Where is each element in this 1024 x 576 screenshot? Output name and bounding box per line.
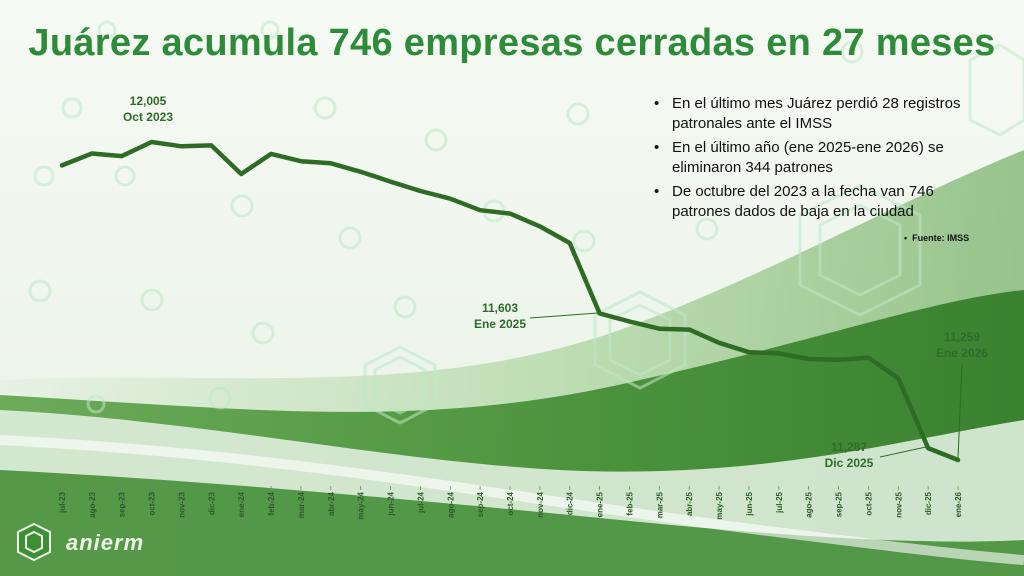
x-tick-label: jun-25 [745, 491, 754, 516]
x-tick-label: sep-25 [835, 491, 844, 517]
x-tick-label: dic-23 [207, 491, 216, 515]
data-point [866, 356, 870, 360]
data-point [269, 152, 273, 156]
data-point [478, 208, 482, 212]
x-tick-label: ene-26 [954, 491, 963, 517]
annotation-ene-2025-label: Ene 2025 [474, 317, 526, 331]
x-tick-label: jul-23 [58, 491, 67, 513]
annotation-ene-2026-label: Ene 2026 [936, 346, 988, 360]
x-tick-label: abr-24 [327, 491, 336, 516]
data-point [418, 189, 422, 193]
source-label: Fuente: IMSS [912, 233, 970, 243]
x-tick-label: feb-25 [625, 491, 634, 515]
key-facts-list: En el último mes Juárez perdió 28 regist… [650, 94, 995, 226]
data-point [687, 328, 691, 332]
x-tick-label: oct-25 [864, 491, 873, 515]
data-point [896, 376, 900, 380]
annotation-oct-2023-value: 12,005 [130, 94, 167, 108]
x-tick-label: jul-25 [775, 491, 784, 513]
data-point [538, 224, 542, 228]
x-tick-label: jun-24 [387, 491, 396, 516]
data-point [568, 241, 572, 245]
x-tick-label: ago-23 [88, 491, 97, 517]
x-tick-label: abr-25 [685, 491, 694, 516]
x-tick-label: may-25 [715, 491, 724, 519]
x-tick-label: feb-24 [267, 491, 276, 515]
data-point [179, 144, 183, 148]
data-point [837, 358, 841, 362]
annotation-leader-ene-2025 [529, 312, 599, 319]
annotation-dic-2025-label: Dic 2025 [825, 456, 874, 470]
key-fact-item: En el último año (ene 2025-ene 2026) se … [650, 138, 995, 178]
logo-wordmark: anierm [66, 530, 145, 555]
x-tick-label: may-24 [357, 491, 366, 519]
x-tick-label: oct-24 [506, 491, 515, 515]
annotation-leader-ene-2026 [957, 363, 963, 459]
data-point [299, 159, 303, 163]
x-tick-label: nov-24 [536, 491, 545, 517]
data-point [389, 180, 393, 184]
data-point [209, 143, 213, 147]
key-fact-item: De octubre del 2023 a la fecha van 746 p… [650, 182, 995, 222]
x-tick-label: dic-24 [566, 491, 575, 515]
data-point [508, 212, 512, 216]
x-tick-label: ago-25 [805, 491, 814, 517]
data-point [90, 152, 94, 156]
data-point [598, 311, 602, 315]
page-title: Juárez acumula 746 empresas cerradas en … [28, 22, 996, 64]
data-point [717, 341, 721, 345]
data-point [329, 161, 333, 165]
data-point [956, 458, 960, 462]
x-tick-label: mar-24 [297, 491, 306, 518]
x-tick-label: sep-24 [476, 491, 485, 517]
data-point [359, 170, 363, 174]
annotation-oct-2023-label: Oct 2023 [123, 110, 173, 124]
data-point [926, 446, 930, 450]
data-point [627, 319, 631, 323]
data-point [807, 357, 811, 361]
data-point [777, 351, 781, 355]
x-tick-label: oct-23 [148, 491, 157, 515]
annotation-dic-2025-value: 11,287 [831, 440, 867, 454]
annotation-leader-dic-2025 [879, 446, 927, 458]
x-tick-label: dic-25 [924, 491, 933, 515]
annotation-ene-2025-value: 11,603 [482, 301, 518, 315]
x-tick-label: sep-23 [118, 491, 127, 517]
data-point [120, 154, 124, 158]
data-point [747, 350, 751, 354]
annotation-ene-2026-value: 11,259 [944, 330, 980, 344]
x-tick-label: mar-25 [655, 491, 664, 518]
x-tick-label: nov-23 [177, 491, 186, 517]
data-point [657, 327, 661, 331]
source-note: Fuente: IMSS [904, 233, 969, 243]
x-tick-label: jul-24 [416, 491, 425, 513]
key-fact-item: En el último mes Juárez perdió 28 regist… [650, 94, 995, 134]
x-tick-label: nov-25 [894, 491, 903, 517]
data-point [60, 163, 64, 167]
data-point [150, 140, 154, 144]
anierm-logo-icon [17, 522, 51, 562]
data-point [239, 172, 243, 176]
x-tick-label: ago-24 [446, 491, 455, 517]
x-tick-label: ene-24 [237, 491, 246, 517]
data-point [448, 197, 452, 201]
x-tick-label: ene-25 [596, 491, 605, 517]
